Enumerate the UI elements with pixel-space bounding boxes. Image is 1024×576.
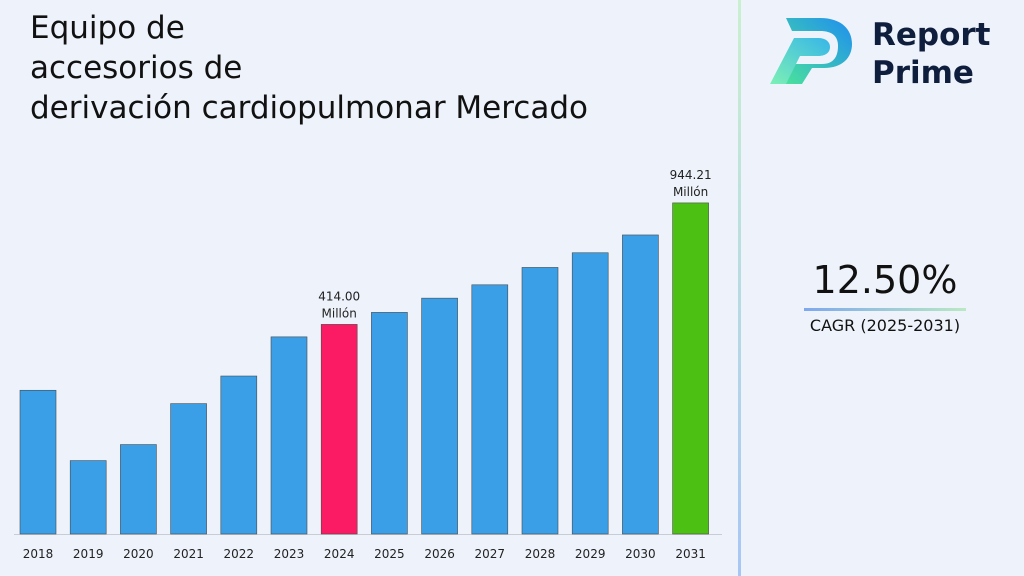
logo-mark-icon: [770, 18, 852, 84]
logo-word-prime: Prime: [872, 55, 974, 91]
bar-2029: [571, 252, 609, 535]
x-tick-label-2028: 2028: [525, 547, 556, 561]
x-tick-label-2030: 2030: [625, 547, 656, 561]
cagr-value: 12.50%: [812, 258, 958, 302]
bar-2024: [320, 324, 358, 535]
data-label-value-2031: 944.21: [670, 168, 712, 182]
bar-2021: [170, 403, 207, 535]
bar-2030: [622, 234, 659, 535]
title-line-3: derivación cardiopulmonar Mercado: [30, 90, 588, 126]
bar-2027: [471, 284, 509, 535]
title-line-2: accesorios de: [30, 50, 243, 86]
x-tick-label-2025: 2025: [374, 547, 405, 561]
x-tick-label-2023: 2023: [274, 547, 305, 561]
x-tick-label-2027: 2027: [475, 547, 506, 561]
x-tick-label-2022: 2022: [224, 547, 255, 561]
bar-2031: [672, 202, 709, 535]
bar-2020: [120, 444, 157, 535]
data-label-unit-2031: Millón: [673, 185, 708, 199]
data-label-value-2024: 414.00: [318, 289, 360, 303]
x-tick-label-2019: 2019: [73, 547, 104, 561]
cagr-label: CAGR (2025-2031): [809, 316, 961, 335]
logo-word-report: Report: [872, 17, 991, 53]
x-tick-label-2021: 2021: [173, 547, 204, 561]
bar-2026: [421, 297, 458, 535]
x-tick-label-2020: 2020: [123, 547, 154, 561]
chart-title: Equipo de accesorios de derivación cardi…: [30, 8, 730, 128]
bar-2018: [19, 389, 57, 535]
logo-text: Report Prime: [872, 16, 991, 92]
bar-2019: [69, 460, 107, 535]
x-tick-label-2018: 2018: [23, 547, 54, 561]
report-prime-logo: Report Prime: [768, 14, 1008, 94]
bar-2025: [371, 312, 408, 535]
divider: [738, 0, 741, 576]
cagr-underline: [804, 308, 966, 311]
x-tick-label-2029: 2029: [575, 547, 606, 561]
x-tick-label-2024: 2024: [324, 547, 355, 561]
x-tick-label-2026: 2026: [424, 547, 455, 561]
bar-2023: [270, 336, 308, 535]
data-label-unit-2024: Millón: [322, 306, 357, 320]
bar-2022: [220, 375, 258, 535]
bar-chart: 2018 2019 2020 2021 2022 2023 2024 2025 2026 2027…: [14, 168, 722, 561]
title-line-1: Equipo de: [30, 10, 185, 46]
bar-2028: [521, 267, 559, 535]
x-tick-label-2031: 2031: [675, 547, 706, 561]
